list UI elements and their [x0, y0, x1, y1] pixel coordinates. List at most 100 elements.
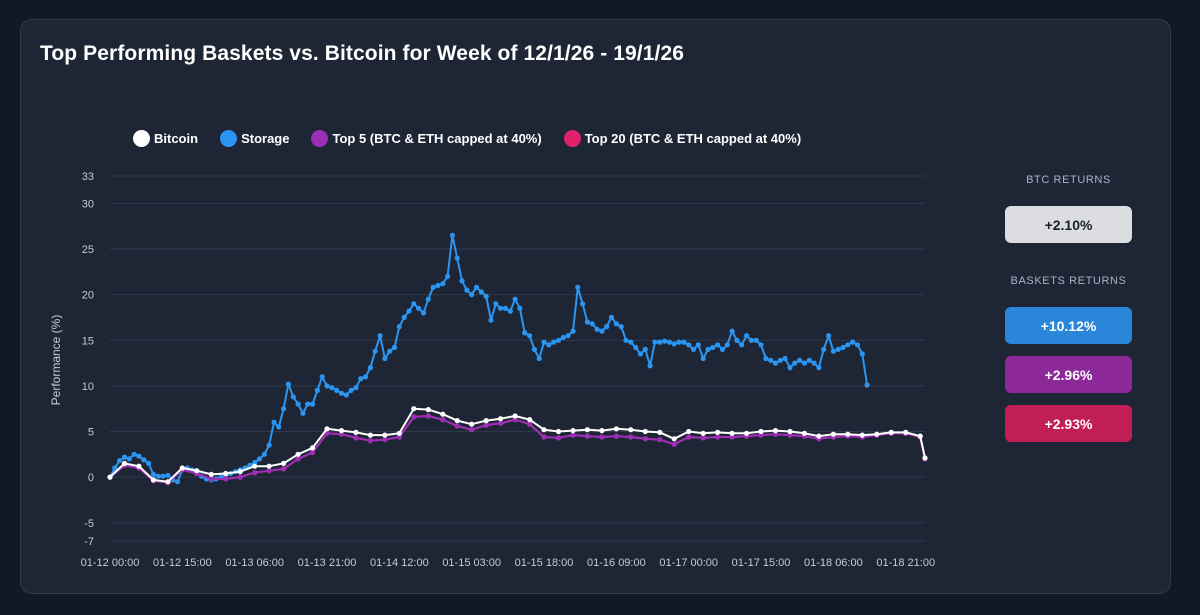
data-point[interactable] — [546, 342, 552, 348]
data-point[interactable] — [917, 433, 923, 439]
data-point[interactable] — [517, 305, 523, 311]
data-point[interactable] — [551, 339, 557, 345]
data-point[interactable] — [112, 465, 118, 471]
data-point[interactable] — [425, 407, 431, 413]
data-point[interactable] — [285, 381, 291, 387]
data-point[interactable] — [584, 433, 591, 439]
data-point[interactable] — [295, 401, 301, 407]
data-point[interactable] — [416, 305, 422, 311]
data-point[interactable] — [739, 342, 745, 348]
data-point[interactable] — [589, 321, 595, 327]
data-point[interactable] — [787, 432, 793, 438]
data-point[interactable] — [840, 344, 846, 351]
data-point[interactable] — [121, 460, 128, 466]
data-point[interactable] — [401, 314, 407, 320]
data-point[interactable] — [830, 348, 837, 354]
data-point[interactable] — [642, 346, 648, 352]
data-point[interactable] — [599, 328, 605, 334]
data-point[interactable] — [309, 449, 316, 456]
data-point[interactable] — [580, 301, 586, 307]
data-point[interactable] — [420, 310, 427, 316]
data-point[interactable] — [237, 474, 243, 480]
data-point[interactable] — [623, 337, 629, 343]
data-point[interactable] — [406, 308, 412, 314]
data-point[interactable] — [816, 433, 822, 439]
data-point[interactable] — [599, 434, 605, 440]
data-point[interactable] — [575, 284, 581, 290]
data-point[interactable] — [493, 301, 499, 307]
data-point[interactable] — [425, 296, 431, 302]
data-point[interactable] — [850, 339, 856, 345]
data-point[interactable] — [155, 473, 161, 479]
data-point[interactable] — [690, 346, 697, 352]
data-point[interactable] — [252, 470, 258, 476]
data-point[interactable] — [628, 434, 634, 440]
data-point[interactable] — [763, 355, 769, 362]
legend-item-bitcoin[interactable]: Bitcoin — [133, 130, 198, 147]
data-point[interactable] — [604, 324, 610, 330]
data-point[interactable] — [353, 435, 359, 441]
data-point[interactable] — [758, 342, 764, 348]
data-point[interactable] — [425, 413, 431, 419]
data-point[interactable] — [686, 434, 692, 440]
data-point[interactable] — [271, 419, 277, 425]
data-point[interactable] — [165, 472, 171, 478]
data-point[interactable] — [136, 453, 142, 459]
data-point[interactable] — [208, 471, 214, 477]
data-point[interactable] — [300, 410, 306, 416]
data-point[interactable] — [295, 451, 301, 457]
data-point[interactable] — [768, 357, 774, 363]
data-point[interactable] — [281, 406, 287, 412]
data-point[interactable] — [782, 355, 788, 362]
data-point[interactable] — [642, 436, 648, 442]
data-point[interactable] — [830, 431, 837, 437]
data-point[interactable] — [888, 429, 894, 435]
data-point[interactable] — [348, 387, 354, 393]
data-point[interactable] — [469, 292, 475, 298]
data-point[interactable] — [396, 430, 402, 436]
data-point[interactable] — [657, 429, 663, 435]
data-point[interactable] — [363, 374, 369, 380]
data-point[interactable] — [223, 476, 229, 482]
data-point[interactable] — [512, 417, 518, 423]
data-point[interactable] — [382, 437, 388, 443]
data-point[interactable] — [613, 321, 620, 327]
data-point[interactable] — [845, 431, 851, 437]
legend-item-top5[interactable]: Top 5 (BTC & ETH capped at 40%) — [311, 130, 542, 147]
data-point[interactable] — [324, 383, 330, 389]
data-point[interactable] — [835, 346, 841, 352]
data-point[interactable] — [671, 436, 677, 442]
data-point[interactable] — [637, 351, 644, 357]
data-point[interactable] — [700, 430, 706, 436]
data-point[interactable] — [686, 342, 692, 348]
data-point[interactable] — [261, 451, 267, 457]
data-point[interactable] — [136, 463, 142, 469]
data-point[interactable] — [710, 344, 716, 351]
data-point[interactable] — [396, 324, 402, 330]
data-point[interactable] — [391, 344, 398, 351]
data-point[interactable] — [599, 428, 605, 434]
data-point[interactable] — [744, 333, 750, 339]
data-point[interactable] — [512, 413, 518, 419]
data-point[interactable] — [387, 348, 393, 354]
data-point[interactable] — [801, 430, 808, 436]
data-point[interactable] — [874, 431, 880, 437]
data-point[interactable] — [628, 427, 634, 433]
data-point[interactable] — [647, 363, 653, 369]
data-point[interactable] — [372, 348, 378, 354]
data-point[interactable] — [338, 428, 345, 434]
data-point[interactable] — [705, 346, 711, 352]
data-point[interactable] — [338, 390, 345, 396]
data-point[interactable] — [854, 342, 861, 348]
data-point[interactable] — [758, 432, 764, 438]
data-point[interactable] — [440, 281, 446, 287]
data-point[interactable] — [608, 314, 615, 320]
data-point[interactable] — [459, 278, 465, 284]
data-point[interactable] — [483, 418, 489, 424]
data-point[interactable] — [117, 458, 123, 464]
data-point[interactable] — [666, 339, 673, 345]
data-point[interactable] — [613, 433, 620, 439]
data-point[interactable] — [772, 428, 779, 434]
data-point[interactable] — [633, 344, 639, 351]
data-point[interactable] — [430, 284, 436, 290]
